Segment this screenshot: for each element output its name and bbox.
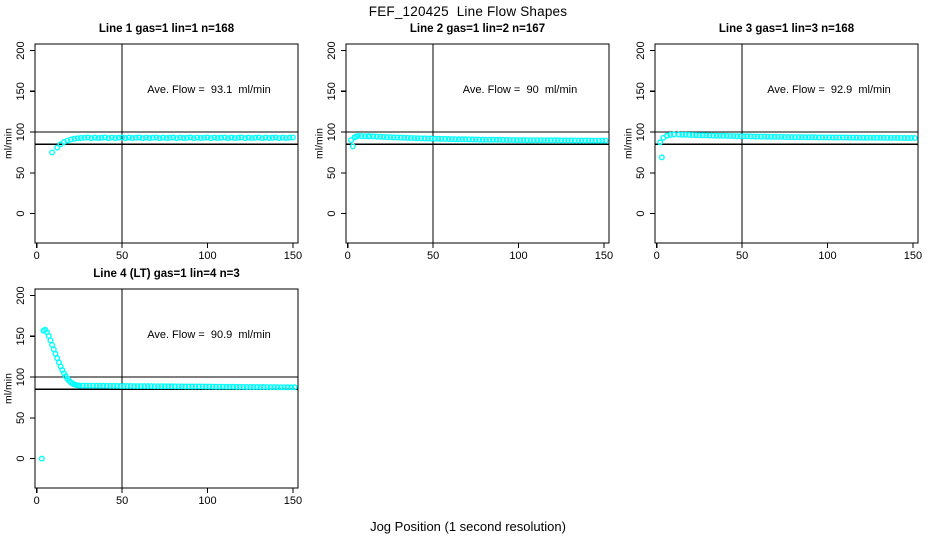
axes	[30, 288, 299, 493]
plot-title: Line 2 gas=1 lin=2 n=167	[409, 23, 546, 35]
svg-text:150: 150	[904, 250, 922, 262]
svg-text:50: 50	[116, 250, 128, 262]
svg-text:150: 150	[326, 82, 338, 100]
svg-text:100: 100	[818, 250, 836, 262]
svg-text:50: 50	[736, 250, 748, 262]
svg-text:0: 0	[15, 456, 27, 462]
reference-lines	[346, 44, 609, 243]
svg-text:200: 200	[15, 41, 27, 59]
reference-lines	[655, 44, 918, 243]
svg-text:0: 0	[34, 495, 40, 507]
axes	[341, 43, 610, 248]
reference-lines	[35, 44, 298, 243]
svg-text:100: 100	[15, 123, 27, 141]
svg-text:150: 150	[284, 495, 302, 507]
plot-title: Line 3 gas=1 lin=3 n=168	[718, 23, 855, 35]
ave-flow-annotation: Ave. Flow = 93.1 ml/min	[147, 84, 271, 96]
svg-text:50: 50	[15, 412, 27, 424]
svg-text:150: 150	[284, 250, 302, 262]
ave-flow-annotation: Ave. Flow = 90 ml/min	[462, 84, 578, 96]
svg-text:50: 50	[635, 167, 647, 179]
svg-text:150: 150	[15, 82, 27, 100]
svg-text:100: 100	[509, 250, 527, 262]
plot-title: Line 4 (LT) gas=1 lin=4 n=3	[93, 268, 240, 280]
svg-text:200: 200	[326, 41, 338, 59]
tick-labels: 0 50 100 150 0 50 100 150 200	[635, 41, 922, 262]
plot-canvas: 0 50 100 150 0 50 100 150 200	[15, 41, 302, 262]
svg-text:100: 100	[198, 495, 216, 507]
ave-flow-annotation: Ave. Flow = 92.9 ml/min	[767, 84, 891, 96]
axes	[30, 43, 299, 248]
subplot-line-1: Line 1 gas=1 lin=1 n=168 ml/min 0 50 100 15…	[2, 20, 314, 270]
axes	[650, 43, 919, 248]
svg-text:50: 50	[15, 167, 27, 179]
subplot-line-4: Line 4 (LT) gas=1 lin=4 n=3 ml/min 0 50 10…	[2, 265, 314, 515]
subplot-line-2: Line 2 gas=1 lin=2 n=167 ml/min 0 50 100 15…	[313, 20, 625, 270]
svg-text:50: 50	[326, 167, 338, 179]
svg-text:100: 100	[198, 250, 216, 262]
data-points	[38, 326, 298, 462]
data-points	[348, 132, 609, 150]
svg-text:100: 100	[326, 123, 338, 141]
svg-text:0: 0	[34, 250, 40, 262]
svg-text:0: 0	[654, 250, 660, 262]
tick-labels: 0 50 100 150 0 50 100 150 200	[326, 41, 613, 262]
svg-text:0: 0	[326, 211, 338, 217]
plot-canvas: 0 50 100 150 0 50 100 150 200	[15, 286, 302, 507]
svg-text:150: 150	[635, 82, 647, 100]
subplot-line-3: Line 3 gas=1 lin=3 n=168 ml/min 0 50 100 15…	[622, 20, 934, 270]
svg-text:50: 50	[116, 495, 128, 507]
data-points	[49, 134, 296, 156]
plot-title: Line 1 gas=1 lin=1 n=168	[98, 23, 235, 35]
tick-labels: 0 50 100 150 0 50 100 150 200	[15, 286, 302, 507]
svg-text:0: 0	[635, 211, 647, 217]
svg-text:50: 50	[427, 250, 439, 262]
svg-text:0: 0	[15, 211, 27, 217]
svg-text:200: 200	[635, 41, 647, 59]
svg-text:0: 0	[345, 250, 351, 262]
ave-flow-annotation: Ave. Flow = 90.9 ml/min	[147, 329, 271, 341]
svg-text:100: 100	[635, 123, 647, 141]
svg-text:150: 150	[15, 327, 27, 345]
svg-text:100: 100	[15, 368, 27, 386]
svg-text:200: 200	[15, 286, 27, 304]
x-axis-label: Jog Position (1 second resolution)	[370, 519, 566, 534]
figure-title: FEF_120425 Line Flow Shapes	[368, 4, 568, 19]
tick-labels: 0 50 100 150 0 50 100 150 200	[15, 41, 302, 262]
plot-canvas: 0 50 100 150 0 50 100 150 200	[635, 41, 922, 262]
plot-canvas: 0 50 100 150 0 50 100 150 200	[326, 41, 613, 262]
data-points	[657, 131, 918, 161]
svg-text:150: 150	[595, 250, 613, 262]
